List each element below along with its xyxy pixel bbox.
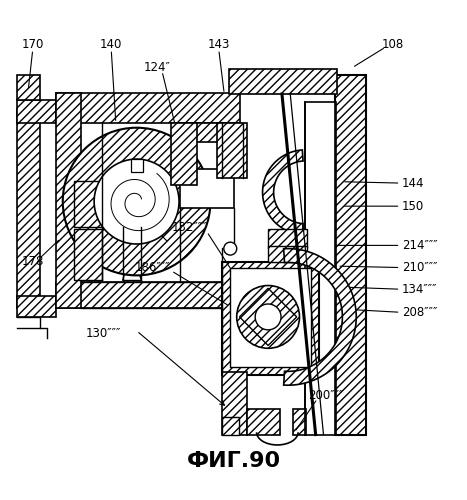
Text: 178: 178	[21, 255, 44, 268]
Polygon shape	[283, 248, 356, 385]
Bar	[268, 246, 307, 262]
Text: 210″″″: 210″″″	[402, 261, 438, 274]
Bar	[17, 110, 40, 308]
Bar	[131, 159, 142, 172]
Text: 124″: 124″	[144, 61, 171, 74]
Bar	[222, 262, 319, 374]
Bar	[56, 282, 241, 308]
Bar	[74, 181, 102, 227]
Text: 170: 170	[21, 38, 44, 51]
Text: 108: 108	[382, 38, 404, 51]
Bar	[230, 268, 311, 366]
Bar	[74, 229, 102, 280]
Bar	[229, 68, 337, 94]
Bar	[222, 417, 240, 434]
Circle shape	[255, 304, 281, 330]
Bar	[222, 372, 248, 434]
Text: 143: 143	[207, 38, 230, 51]
Text: 144: 144	[402, 176, 425, 190]
Bar	[56, 93, 241, 123]
Bar	[17, 74, 40, 100]
Bar	[171, 123, 197, 186]
Circle shape	[94, 159, 179, 244]
Text: 186″″″: 186″″″	[135, 261, 170, 274]
Circle shape	[63, 128, 211, 276]
Text: 150: 150	[402, 200, 424, 212]
Text: 134″″″: 134″″″	[402, 282, 438, 296]
Bar	[17, 100, 56, 123]
Circle shape	[237, 286, 299, 348]
Bar	[305, 102, 336, 434]
Text: 218″″″: 218″″″	[114, 208, 150, 220]
Polygon shape	[262, 150, 303, 234]
Bar	[217, 123, 248, 178]
Bar	[335, 74, 367, 434]
Bar	[268, 229, 307, 248]
Text: 132″″″: 132″″″	[172, 222, 207, 234]
Text: 200″″″: 200″″″	[308, 389, 343, 402]
Text: 140: 140	[100, 38, 122, 51]
Text: 208″″″: 208″″″	[402, 306, 437, 319]
Bar	[56, 93, 81, 308]
Text: 214″″″: 214″″″	[402, 239, 438, 252]
Bar	[293, 409, 306, 434]
Bar	[248, 409, 280, 434]
Circle shape	[224, 242, 237, 255]
Bar	[180, 123, 224, 142]
Text: ФИГ.90: ФИГ.90	[186, 452, 281, 471]
Bar	[17, 296, 56, 317]
Bar	[180, 169, 234, 208]
Text: 130″″″: 130″″″	[85, 328, 121, 340]
